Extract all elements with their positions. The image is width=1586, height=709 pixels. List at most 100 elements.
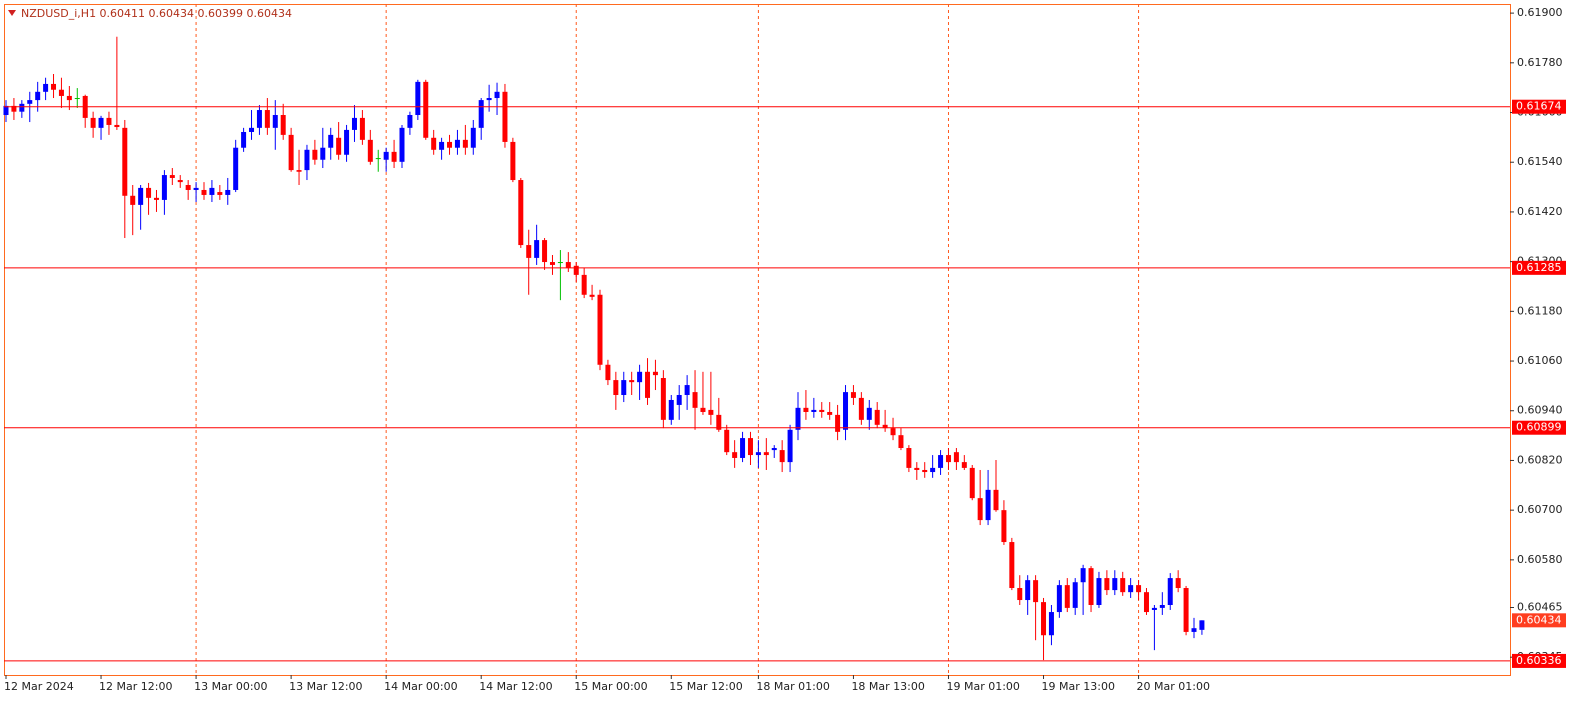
candle-body — [209, 187, 215, 195]
x-tick-label: 14 Mar 00:00 — [384, 680, 457, 693]
x-tick-label: 15 Mar 12:00 — [669, 680, 742, 693]
candle-body — [684, 385, 690, 396]
candle-body — [35, 91, 41, 101]
candle-body — [1080, 568, 1086, 583]
y-tick-label: 0.60580 — [1517, 553, 1563, 566]
candle-body — [272, 115, 278, 128]
candle-body — [795, 407, 801, 430]
y-tick-label: 0.61420 — [1517, 205, 1563, 218]
candle-body — [264, 110, 270, 128]
candle-body — [122, 127, 128, 196]
candle-body — [1120, 578, 1126, 593]
candle-body — [1136, 585, 1142, 593]
candle-body — [843, 392, 849, 430]
candle-body — [1183, 588, 1189, 632]
candle-body — [1175, 578, 1181, 589]
y-tick-label: 0.60940 — [1517, 404, 1563, 417]
candle-body — [130, 195, 136, 205]
candle-body — [850, 392, 856, 398]
x-tick-label: 12 Mar 12:00 — [99, 680, 172, 693]
level-price-label: 0.61674 — [1516, 100, 1562, 113]
candle-body — [938, 455, 944, 468]
candle-body — [462, 139, 468, 148]
candle-body — [447, 141, 453, 148]
y-tick-label: 0.60700 — [1517, 503, 1563, 516]
candle-body — [502, 91, 508, 142]
candle-body — [724, 429, 730, 453]
candle-body — [629, 380, 635, 383]
candle-body — [1072, 582, 1078, 608]
candle-body — [98, 117, 104, 128]
candle-body — [407, 115, 413, 128]
candle-body — [557, 262, 563, 264]
x-tick-label: 13 Mar 12:00 — [289, 680, 362, 693]
candle-body — [676, 395, 682, 405]
candle-body — [1199, 620, 1205, 630]
x-tick-label: 19 Mar 13:00 — [1042, 680, 1115, 693]
candle-body — [1104, 578, 1110, 591]
x-tick-label: 18 Mar 13:00 — [851, 680, 924, 693]
plot-frame — [4, 4, 1511, 676]
candle-body — [1017, 588, 1023, 601]
candle-body — [787, 429, 793, 463]
candle-body — [526, 245, 532, 258]
collapse-triangle[interactable] — [8, 10, 16, 16]
candle-body — [51, 83, 57, 90]
candle-body — [66, 95, 72, 101]
candle-body — [914, 467, 920, 470]
x-tick-label: 18 Mar 01:00 — [756, 680, 829, 693]
candle-body — [803, 407, 809, 412]
candle-body — [922, 469, 928, 473]
candle-body — [652, 371, 658, 376]
candle-body — [542, 240, 548, 263]
candle-body — [597, 294, 603, 365]
candle-body — [161, 175, 167, 200]
candle-body — [288, 134, 294, 171]
candle-body — [660, 378, 666, 420]
candle-body — [692, 392, 698, 408]
chart-header: NZDUSD_i,H1 0.60411 0.60434 0.60399 0.60… — [21, 7, 292, 20]
candle-body — [1128, 585, 1134, 593]
candle-body — [1056, 585, 1062, 613]
level-price-box — [1512, 653, 1566, 668]
candle-body — [304, 149, 310, 171]
candle-body — [637, 371, 643, 383]
candle-body — [1096, 578, 1102, 606]
candle-body — [106, 117, 112, 125]
level-price-box — [1512, 420, 1566, 435]
candle-body — [581, 274, 587, 295]
candle-body — [114, 124, 120, 128]
candle-body — [74, 98, 80, 100]
candle-body — [1191, 628, 1197, 632]
candle-body — [1033, 580, 1039, 603]
candle-body — [217, 192, 223, 195]
candle-body — [732, 452, 738, 458]
level-price-box — [1512, 260, 1566, 275]
candle-body — [320, 147, 326, 160]
candle-body — [645, 371, 651, 398]
y-tick-label: 0.61780 — [1517, 56, 1563, 69]
candle-body — [367, 139, 373, 162]
candle-body — [1151, 607, 1157, 610]
candle-body — [763, 452, 769, 456]
candle-body — [890, 428, 896, 436]
candle-body — [1041, 602, 1047, 636]
y-tick-label: 0.61540 — [1517, 155, 1563, 168]
candle-body — [3, 105, 9, 116]
candle-body — [391, 151, 397, 162]
candle-body — [1048, 612, 1054, 636]
candle-body — [779, 450, 785, 463]
candle-body — [153, 197, 159, 200]
y-tick-label: 0.61060 — [1517, 354, 1563, 367]
candle-body — [589, 294, 595, 297]
candle-body — [565, 262, 571, 268]
candle-body — [1143, 592, 1149, 613]
candle-body — [1167, 578, 1173, 606]
x-tick-label: 14 Mar 12:00 — [479, 680, 552, 693]
candle-body — [241, 131, 247, 148]
y-tick-label: 0.60465 — [1517, 600, 1563, 613]
candle-body — [534, 240, 540, 258]
candle-body — [898, 435, 904, 449]
last-price-label: 0.60434 — [1516, 613, 1562, 626]
